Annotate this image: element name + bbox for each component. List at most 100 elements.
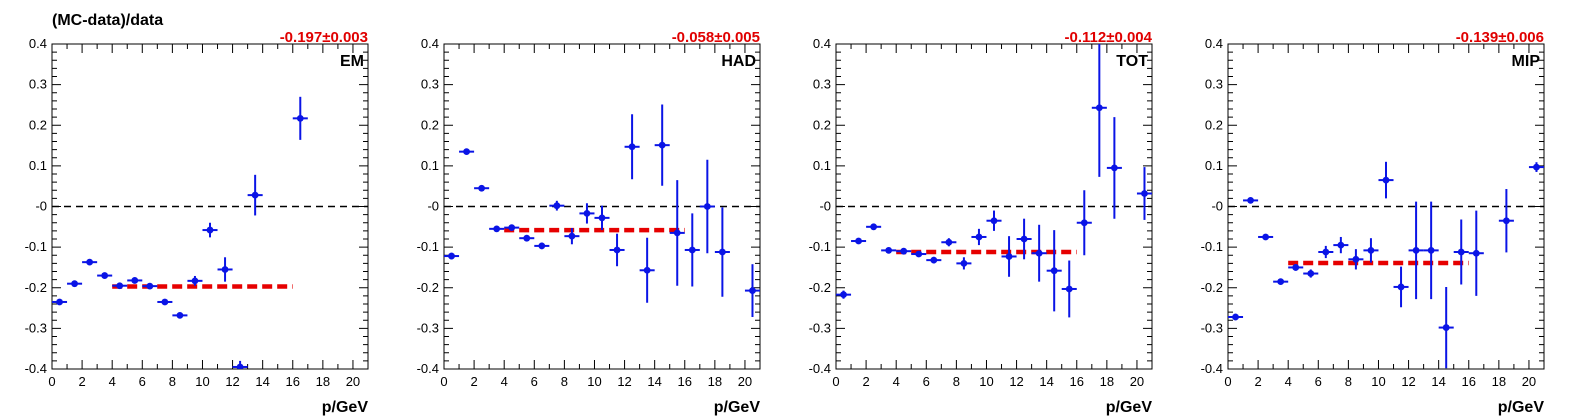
data-points (444, 104, 760, 317)
data-point (688, 246, 696, 254)
data-point (1337, 241, 1345, 249)
x-tick-label: 2 (78, 374, 85, 389)
data-point (1005, 253, 1013, 260)
data-point (296, 114, 304, 122)
x-tick-label: 8 (169, 374, 176, 389)
data-point (1095, 104, 1103, 112)
x-tick-label: 18 (1492, 374, 1506, 389)
data-point (658, 141, 666, 149)
data-point (1412, 246, 1420, 254)
data-point (915, 250, 923, 258)
panel-title: TOT (1116, 53, 1148, 70)
data-point (1035, 249, 1043, 257)
y-tick-label: -0 (427, 199, 439, 214)
data-point (493, 225, 501, 233)
x-tick-label: 16 (678, 374, 692, 389)
data-point (1322, 248, 1330, 256)
x-tick-label: 20 (1522, 374, 1536, 389)
x-tick-label: 0 (1224, 374, 1231, 389)
y-tick-label: 0.2 (29, 117, 47, 132)
data-point (131, 277, 139, 284)
data-point (116, 282, 124, 290)
x-tick-label: 8 (561, 374, 568, 389)
data-points (836, 44, 1152, 318)
x-tick-label: 10 (979, 374, 993, 389)
x-tick-label: 8 (1345, 374, 1352, 389)
x-tick-label: 0 (440, 374, 447, 389)
x-tick-label: 12 (1009, 374, 1023, 389)
x-tick-label: 0 (832, 374, 839, 389)
data-point (870, 223, 878, 231)
y-tick-label: 0.3 (1205, 77, 1223, 92)
data-point (1367, 246, 1375, 254)
data-point (1247, 197, 1254, 204)
x-tick-label: 0 (48, 374, 55, 389)
y-tick-label: -0.1 (809, 239, 831, 254)
y-tick-label: 0.2 (421, 117, 439, 132)
fit-result-label: -0.112±0.004 (1065, 29, 1153, 46)
x-tick-label: 14 (255, 374, 269, 389)
data-point (568, 232, 576, 240)
data-point (448, 252, 455, 260)
y-tick-label: -0.3 (1201, 320, 1223, 335)
data-point (1232, 313, 1239, 321)
data-points (52, 96, 308, 369)
y-tick-label: -0 (1211, 199, 1223, 214)
chart-panel-mip: 0 2 4 6 8 10 12 14 16 18 20 -0.4 -0.3 -0.2 -0.1 -0 0.1 0.… (1201, 29, 1545, 416)
x-tick-label: 4 (501, 374, 508, 389)
x-axis-label: p/GeV (1498, 399, 1545, 416)
x-tick-label: 4 (1285, 374, 1292, 389)
x-tick-label: 14 (1039, 374, 1053, 389)
x-tick-label: 16 (286, 374, 300, 389)
x-tick-label: 2 (470, 374, 477, 389)
data-point (990, 217, 998, 225)
data-point (673, 229, 681, 237)
x-tick-label: 2 (862, 374, 869, 389)
data-point (1262, 233, 1270, 241)
data-point (613, 246, 621, 254)
x-axis-label: p/GeV (322, 399, 369, 416)
x-tick-label: 20 (346, 374, 360, 389)
data-point (251, 191, 259, 199)
chart-panel-had: 0 2 4 6 8 10 12 14 16 18 20 -0.4 -0.3 -0.2 -0.1 -0 0.1 0.… (417, 29, 761, 416)
y-tick-label: -0.2 (417, 280, 439, 295)
y-tick-label: -0.1 (25, 239, 47, 254)
x-tick-label: 6 (1315, 374, 1322, 389)
x-tick-label: 18 (316, 374, 330, 389)
x-tick-label: 12 (617, 374, 631, 389)
y-tick-label: 0.3 (29, 77, 47, 92)
x-tick-label: 18 (708, 374, 722, 389)
y-tick-label: -0.1 (1201, 239, 1223, 254)
x-tick-label: 6 (531, 374, 538, 389)
y-tick-label: -0.2 (809, 280, 831, 295)
data-point (101, 272, 109, 279)
data-point (975, 233, 983, 241)
y-tick-label: -0.4 (809, 361, 831, 376)
x-tick-label: 12 (225, 374, 239, 389)
x-tick-label: 6 (923, 374, 930, 389)
data-point (553, 202, 561, 210)
x-axis-label: p/GeV (714, 399, 761, 416)
data-point (598, 214, 606, 222)
data-point (1427, 246, 1435, 254)
y-tick-label: -0.4 (25, 361, 47, 376)
panel-title: HAD (721, 53, 756, 70)
data-point (1020, 235, 1028, 243)
chart-panel-em: 0 2 4 6 8 10 12 14 16 18 20 -0.4 -0.3 -0.2 -0.1 -0 0.1 0.… (25, 29, 369, 416)
data-point (1050, 267, 1058, 275)
data-point (161, 298, 169, 306)
data-point (718, 248, 726, 256)
x-tick-label: 10 (587, 374, 601, 389)
y-tick-label: -0.4 (417, 361, 439, 376)
data-point (1533, 163, 1540, 171)
y-tick-label: 0.4 (813, 36, 831, 51)
y-tick-label: 0.2 (1205, 117, 1223, 132)
x-tick-label: 6 (139, 374, 146, 389)
y-tick-label: -0 (35, 199, 47, 214)
x-tick-label: 14 (1431, 374, 1445, 389)
y-tick-label: -0.2 (1201, 280, 1223, 295)
y-tick-label: -0.3 (809, 320, 831, 335)
x-tick-label: 16 (1070, 374, 1084, 389)
data-point (628, 143, 636, 151)
